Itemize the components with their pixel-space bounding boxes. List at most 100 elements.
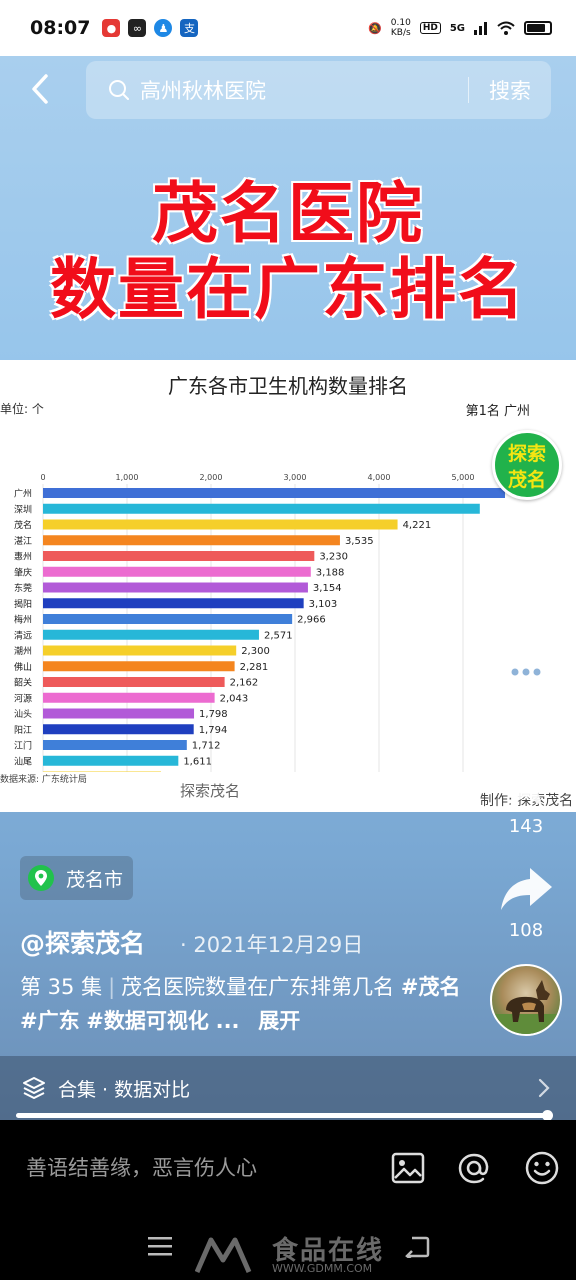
category-label: 清远	[14, 629, 32, 641]
post-description: 第 35 集 | 茂名医院数量在广东排第几名 #茂名 #广东 #数据可视化 ... …	[20, 970, 470, 1038]
category-label: 汕头	[14, 709, 32, 720]
bar	[43, 645, 237, 656]
bar	[43, 488, 505, 498]
bar-value-label: 3,103	[309, 599, 338, 610]
category-label: 潮州	[14, 645, 32, 657]
chart-source: 数据来源: 广东统计局	[0, 775, 87, 785]
menu-icon[interactable]	[148, 1236, 172, 1256]
watermark-logo-icon	[195, 1237, 252, 1274]
app-notification-icon: ●	[102, 19, 121, 37]
signal-5g: 5G	[449, 22, 465, 34]
like-count: 1504	[503, 598, 549, 619]
episode-label: 第 35 集	[20, 975, 103, 999]
emoji-icon[interactable]	[524, 1150, 560, 1186]
share-count: 108	[508, 920, 544, 941]
bar	[43, 614, 293, 624]
bar	[43, 535, 340, 546]
bar-value-label: 2,043	[220, 693, 249, 704]
heart-icon[interactable]	[497, 540, 555, 592]
collection-label: 合集 · 数据对比	[58, 1078, 191, 1101]
post-date: · 2021年12月29日	[180, 933, 364, 957]
net-speed: 0.10 KB/s	[390, 18, 411, 38]
bar-value-label: 4,221	[403, 520, 432, 531]
category-label: 湛江	[14, 536, 32, 547]
comment-bar: 善语结善缘，恶言伤人心	[0, 1120, 576, 1216]
author-avatar[interactable]	[490, 964, 562, 1036]
bar	[43, 724, 194, 735]
category-label: 佛山	[14, 661, 32, 673]
favorite-action[interactable]: 143	[491, 756, 561, 837]
category-label: 惠州	[14, 551, 32, 563]
bar	[43, 708, 195, 719]
star-icon[interactable]	[498, 756, 554, 810]
comment-icon[interactable]	[497, 648, 555, 702]
x-tick-label: 1,000	[116, 473, 139, 482]
chart-panel: 广东各市卫生机构数量排名 单位: 个 第1名 广州 0 1,000 2,000 3,0…	[0, 360, 576, 812]
nav-watermark: 食品在线	[272, 1236, 385, 1266]
bar-value-label: 1,794	[199, 725, 228, 736]
bar	[43, 661, 235, 672]
share-arrow-icon[interactable]	[498, 864, 554, 914]
location-label: 茂名市	[66, 868, 124, 891]
bar	[43, 692, 215, 703]
bar-value-label: 1,611	[183, 756, 212, 767]
author-name[interactable]: @探索茂名	[20, 929, 146, 958]
progress-knob[interactable]	[542, 1110, 554, 1121]
chevron-right-icon	[538, 1078, 550, 1098]
bar	[43, 566, 311, 577]
category-label: 汕尾	[14, 756, 32, 767]
progress-fill	[16, 1110, 554, 1121]
category-label: 江门	[14, 740, 32, 752]
collection-bar[interactable]: 合集 · 数据对比	[0, 1056, 576, 1120]
bar-value-label: 2,281	[240, 662, 269, 673]
mention-icon[interactable]	[456, 1150, 492, 1186]
video-player[interactable]: 高州秋林医院 搜索 茂名医院 数量在广东排名 广东各市卫生机构数量排名 单位: …	[0, 56, 576, 1121]
video-headline: 茂名医院 数量在广东排名	[0, 176, 576, 328]
bar-value-label: 3,535	[345, 536, 374, 547]
bar-value-label: 2,966	[297, 615, 326, 626]
headline-line-2: 数量在广东排名	[50, 251, 526, 328]
category-label: 广州	[14, 488, 32, 500]
hashtag[interactable]: #茂名	[400, 975, 461, 999]
qq-icon: ♟	[154, 19, 173, 37]
layers-icon	[23, 1077, 45, 1099]
search-box[interactable]: 高州秋林医院 搜索	[86, 61, 551, 119]
location-tag[interactable]: 茂名市	[20, 856, 134, 900]
hashtag[interactable]: #数据可视化	[86, 1009, 209, 1033]
system-nav-bar: 食品在线 WWW.GDMM.COM	[0, 1216, 576, 1280]
location-pin-icon	[28, 865, 54, 891]
share-action[interactable]: 108	[491, 864, 561, 941]
video-progress-bar[interactable]	[16, 1110, 554, 1121]
bar	[43, 771, 162, 772]
chart-title: 广东各市卫生机构数量排名	[168, 374, 408, 398]
description-ellipsis: ...	[215, 1009, 240, 1033]
search-input[interactable]: 高州秋林医院	[140, 79, 266, 103]
description-text: 茂名医院数量在广东排第几名	[121, 975, 395, 999]
expand-button[interactable]: 展开	[258, 1009, 301, 1033]
comment-action[interactable]: 997	[491, 648, 561, 729]
bar	[43, 755, 179, 766]
category-label: 阳江	[14, 725, 32, 736]
back-arrow-icon[interactable]	[24, 72, 58, 106]
bar	[43, 519, 398, 530]
status-app-icons: ● ∞ ♟ 支	[102, 19, 199, 37]
back-nav-icon[interactable]	[404, 1236, 430, 1258]
bar	[43, 582, 308, 593]
wifi-icon	[497, 21, 515, 35]
search-button[interactable]: 搜索	[489, 79, 531, 103]
dog-avatar-icon	[492, 980, 560, 1034]
comment-input[interactable]: 善语结善缘，恶言伤人心	[26, 1156, 257, 1180]
x-tick-label: 3,000	[284, 473, 307, 482]
bar-value-label: 3,154	[313, 583, 342, 594]
bar	[43, 598, 304, 609]
like-action[interactable]: 1504	[491, 540, 561, 619]
image-icon[interactable]	[390, 1150, 426, 1186]
chart-unit-label: 单位: 个	[0, 402, 44, 416]
channel-badge: 探索 茂名	[492, 430, 562, 500]
hashtag[interactable]: #广东	[20, 1009, 80, 1033]
bar	[43, 551, 315, 561]
comment-count: 997	[508, 708, 544, 729]
status-bar: 08:07 ● ∞ ♟ 支 🔕 0.10 KB/s HD 5G	[0, 0, 576, 56]
top-bar: 高州秋林医院 搜索	[0, 56, 576, 126]
